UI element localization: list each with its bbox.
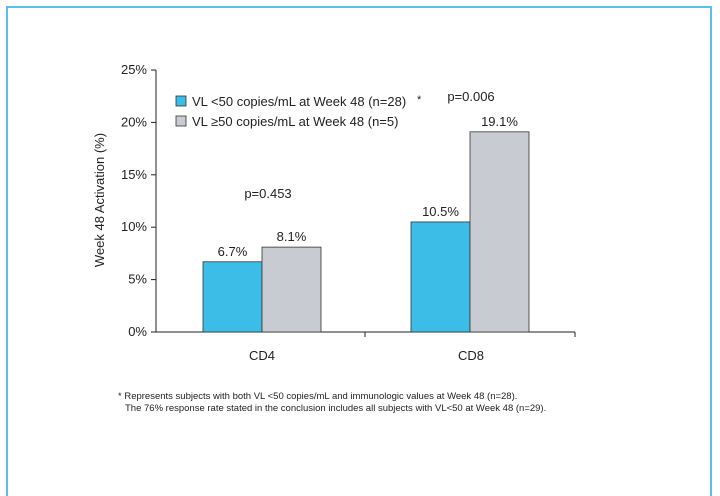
y-tick-label: 5% [128,272,147,287]
legend-swatch-series-1 [175,95,187,107]
y-tick-label: 15% [121,167,147,182]
bar-cd8-series-2 [469,131,530,333]
bar-cd8-series-1 [410,221,471,333]
figure-frame [6,6,712,496]
category-label-cd8: CD8 [458,348,484,363]
p-value-cd8: p=0.006 [447,89,494,104]
p-value-cd4: p=0.453 [244,186,291,201]
bar-cd4-series-2 [261,246,322,333]
legend-label-series-1: VL <50 copies/mL at Week 48 (n=28) [192,94,406,109]
bar-value-label: 19.1% [481,114,518,129]
y-tick-label: 20% [121,114,147,129]
y-axis-label: Week 48 Activation (%) [92,133,107,267]
legend: VL <50 copies/mL at Week 48 (n=28) * VL … [175,94,422,129]
bar-value-label: 6.7% [218,244,248,259]
bar-value-label: 8.1% [277,229,307,244]
legend-label-series-2: VL ≥50 copies/mL at Week 48 (n=5) [192,114,398,129]
y-tick-label: 10% [121,219,147,234]
y-tick-label: 0% [128,324,147,339]
y-tick-label: 25% [121,62,147,77]
bar-value-label: 10.5% [422,204,459,219]
legend-swatch-series-2 [175,115,187,127]
footnote-line-2: The 76% response rate stated in the conc… [125,403,547,414]
category-label-cd4: CD4 [249,348,275,363]
bar-cd4-series-1 [202,261,263,333]
legend-marker-series-1: * [417,94,422,106]
footnote-line-1: * Represents subjects with both VL <50 c… [118,391,518,402]
